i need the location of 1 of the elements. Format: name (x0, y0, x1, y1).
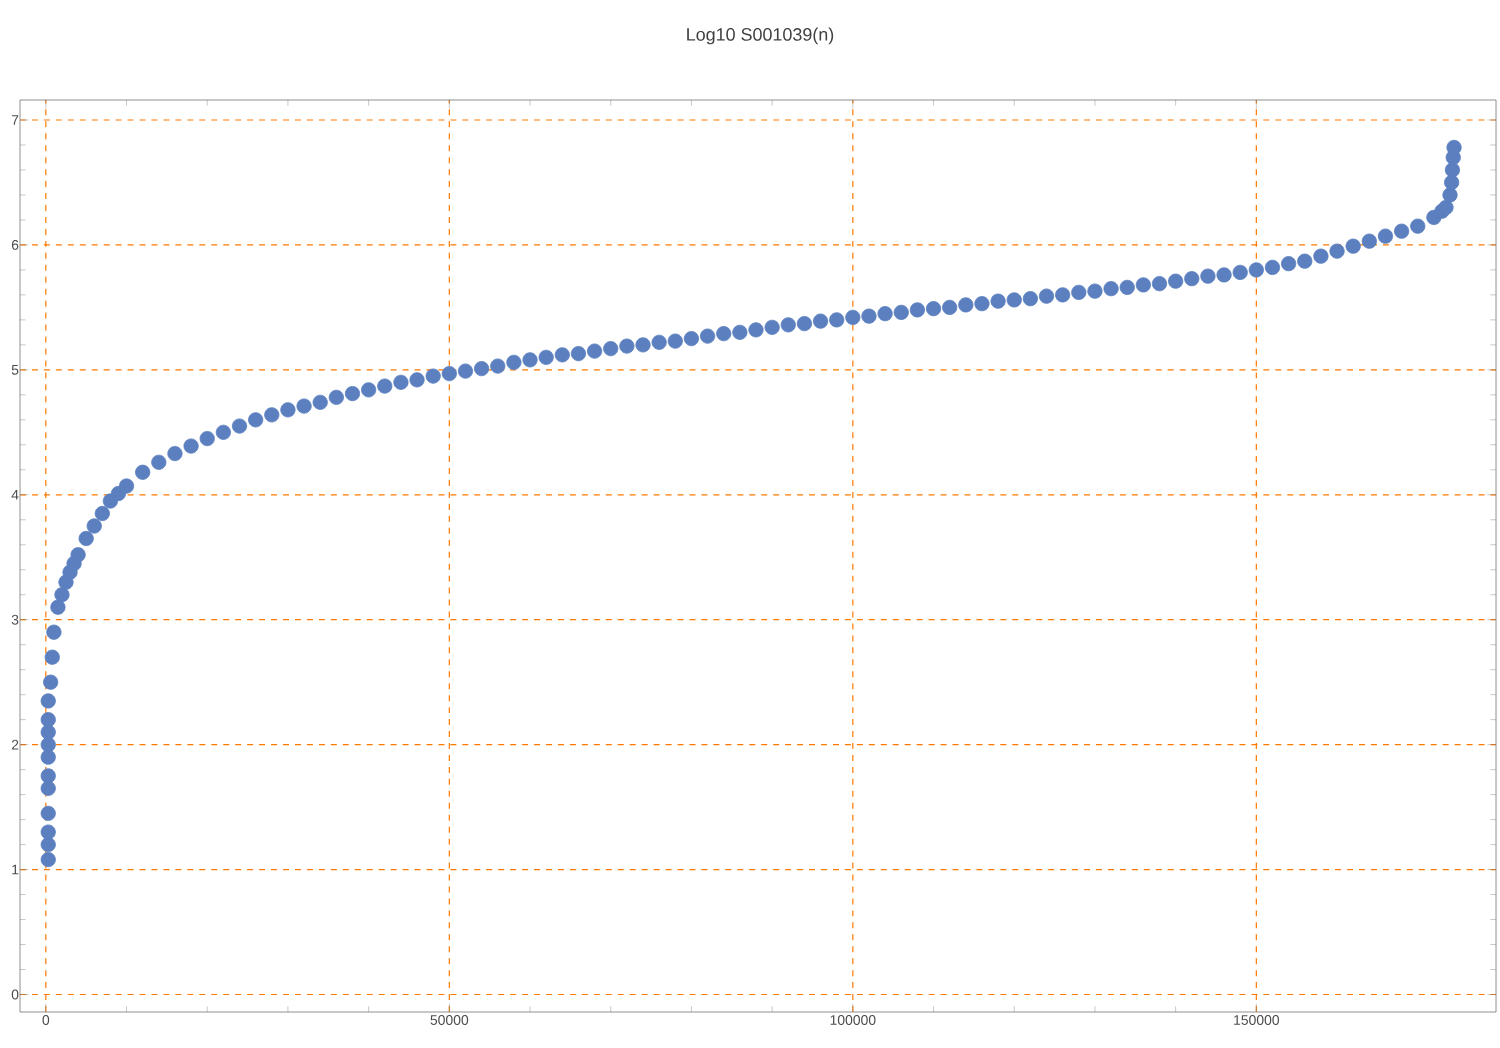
chart-title: Log10 S001039(n) (687, 27, 834, 45)
